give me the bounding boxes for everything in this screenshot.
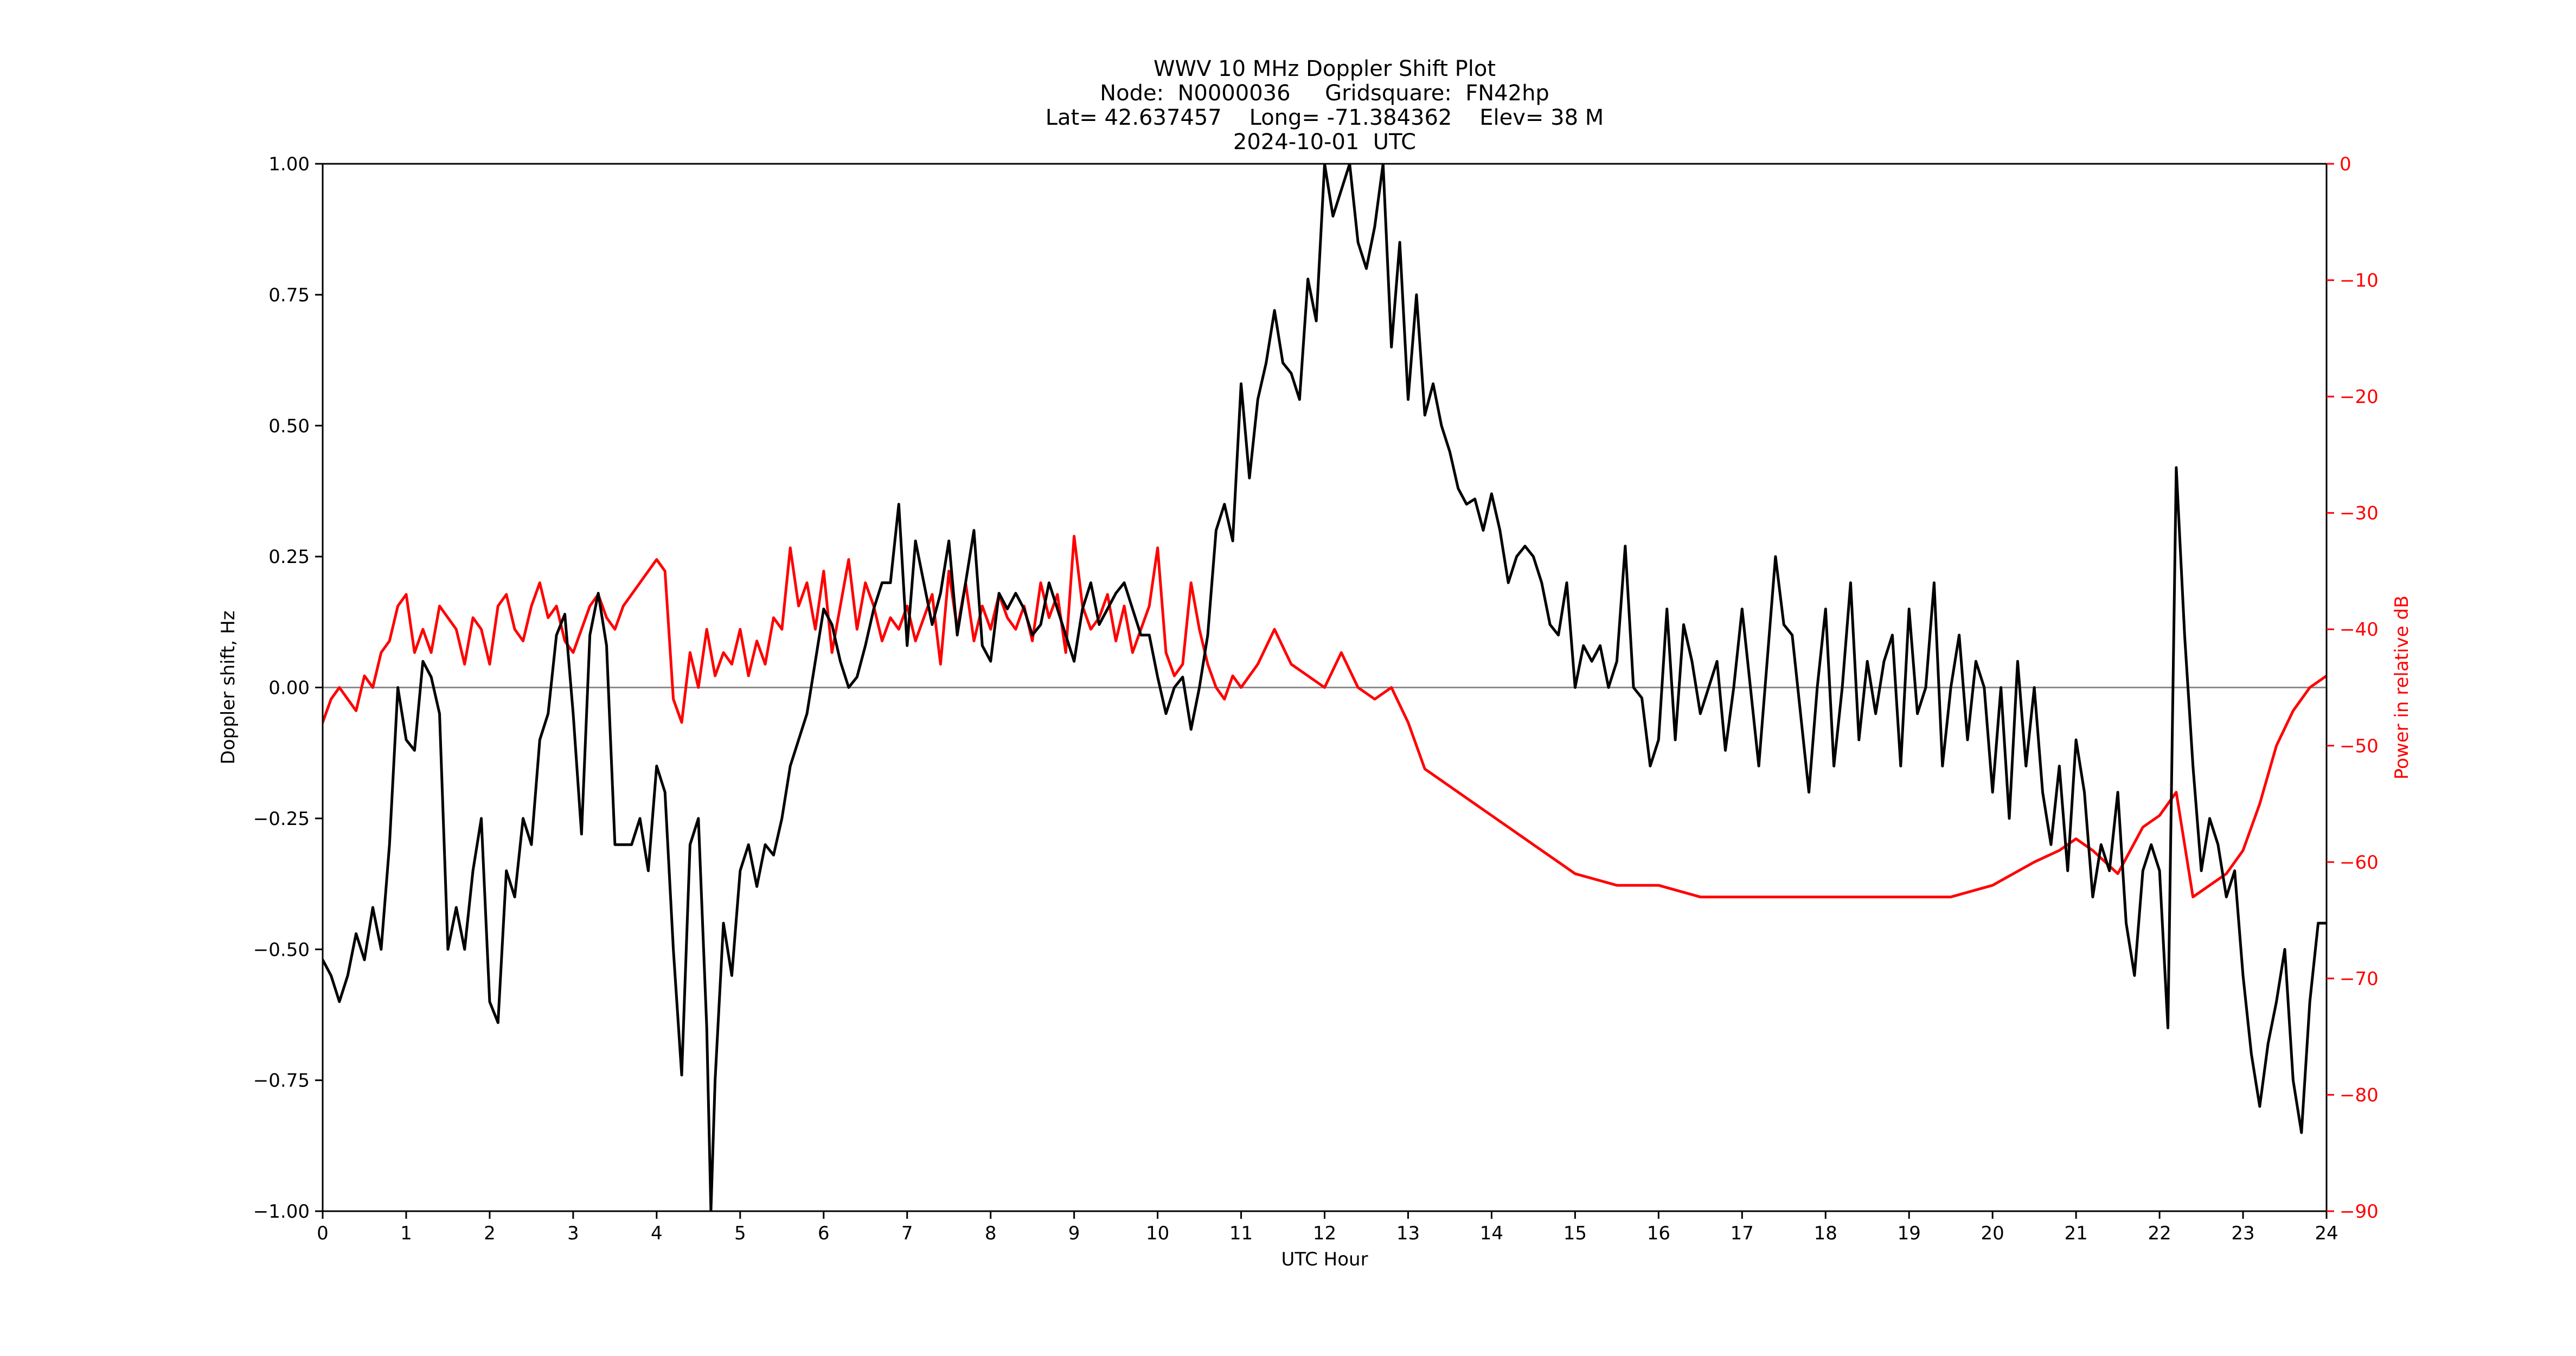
- y-right-tick-label: −80: [2340, 1084, 2379, 1106]
- y-tick-label: −0.75: [253, 1070, 310, 1092]
- title-line-0: WWV 10 MHz Doppler Shift Plot: [1154, 56, 1496, 81]
- y-axis-right-ticks: 0 −10 −20 −30 −40 −50 −60 −70 −80 −90: [2327, 153, 2379, 1223]
- x-tick-label: 6: [818, 1223, 830, 1244]
- y-tick-label: −0.50: [253, 939, 310, 961]
- y-right-tick-label: −30: [2340, 503, 2379, 525]
- x-tick-label: 4: [651, 1223, 663, 1244]
- y-tick-label: 1.00: [268, 153, 310, 175]
- y-axis-left-label: Doppler shift, Hz: [217, 611, 239, 765]
- x-tick-label: 22: [2148, 1223, 2171, 1244]
- x-tick-label: 12: [1313, 1223, 1336, 1244]
- y-axis-right-label: Power in relative dB: [2391, 596, 2413, 779]
- x-tick-label: 23: [2231, 1223, 2254, 1244]
- x-tick-label: 13: [1396, 1223, 1420, 1244]
- x-tick-label: 14: [1480, 1223, 1503, 1244]
- x-tick-label: 16: [1647, 1223, 1670, 1244]
- y-right-tick-label: −20: [2340, 386, 2379, 408]
- x-tick-label: 20: [1981, 1223, 2004, 1244]
- title-line-2: Lat= 42.637457 Long= -71.384362 Elev= 38…: [1046, 105, 1604, 130]
- y-right-tick-label: 0: [2340, 153, 2351, 175]
- x-tick-label: 10: [1146, 1223, 1169, 1244]
- x-tick-label: 8: [985, 1223, 997, 1244]
- y-right-tick-label: −90: [2340, 1201, 2379, 1223]
- y-tick-label: 0.50: [268, 415, 310, 437]
- x-tick-label: 15: [1563, 1223, 1587, 1244]
- y-right-tick-label: −10: [2340, 270, 2379, 292]
- x-tick-label: 24: [2315, 1223, 2338, 1244]
- x-tick-label: 7: [901, 1223, 913, 1244]
- x-tick-label: 17: [1731, 1223, 1754, 1244]
- y-axis-left-ticks: 1.00 0.75 0.50 0.25 0.00 −0.25 −0.50 −0.75 −1.00: [253, 153, 323, 1223]
- x-tick-label: 5: [734, 1223, 746, 1244]
- y-tick-label: 0.75: [268, 284, 310, 306]
- x-tick-label: 0: [317, 1223, 329, 1244]
- y-right-tick-label: −40: [2340, 619, 2379, 641]
- y-tick-label: −1.00: [253, 1201, 310, 1223]
- x-axis-ticks: 0 1 2 3 4 5 6 7 8 9 10 11 12 13 14 15 16 17 18 19 20 21 22 23 24: [317, 1211, 2338, 1244]
- y-tick-label: 0.00: [268, 677, 310, 699]
- x-tick-label: 11: [1229, 1223, 1253, 1244]
- x-tick-label: 9: [1068, 1223, 1080, 1244]
- x-tick-label: 19: [1898, 1223, 1921, 1244]
- y-right-tick-label: −50: [2340, 735, 2379, 757]
- x-tick-label: 21: [2064, 1223, 2087, 1244]
- y-tick-label: 0.25: [268, 546, 310, 568]
- x-tick-label: 18: [1814, 1223, 1837, 1244]
- x-tick-label: 3: [567, 1223, 579, 1244]
- y-right-tick-label: −70: [2340, 968, 2379, 990]
- series-group: [323, 164, 2327, 1211]
- x-tick-label: 2: [484, 1223, 496, 1244]
- x-tick-label: 1: [400, 1223, 412, 1244]
- y-right-tick-label: −60: [2340, 852, 2379, 873]
- doppler-series-line: [323, 164, 2327, 1211]
- y-tick-label: −0.25: [253, 808, 310, 830]
- x-axis-label: UTC Hour: [1281, 1249, 1368, 1270]
- title-line-3: 2024-10-01 UTC: [1233, 130, 1416, 155]
- title-line-1: Node: N0000036 Gridsquare: FN42hp: [1100, 81, 1549, 106]
- power-series-line: [323, 535, 2327, 899]
